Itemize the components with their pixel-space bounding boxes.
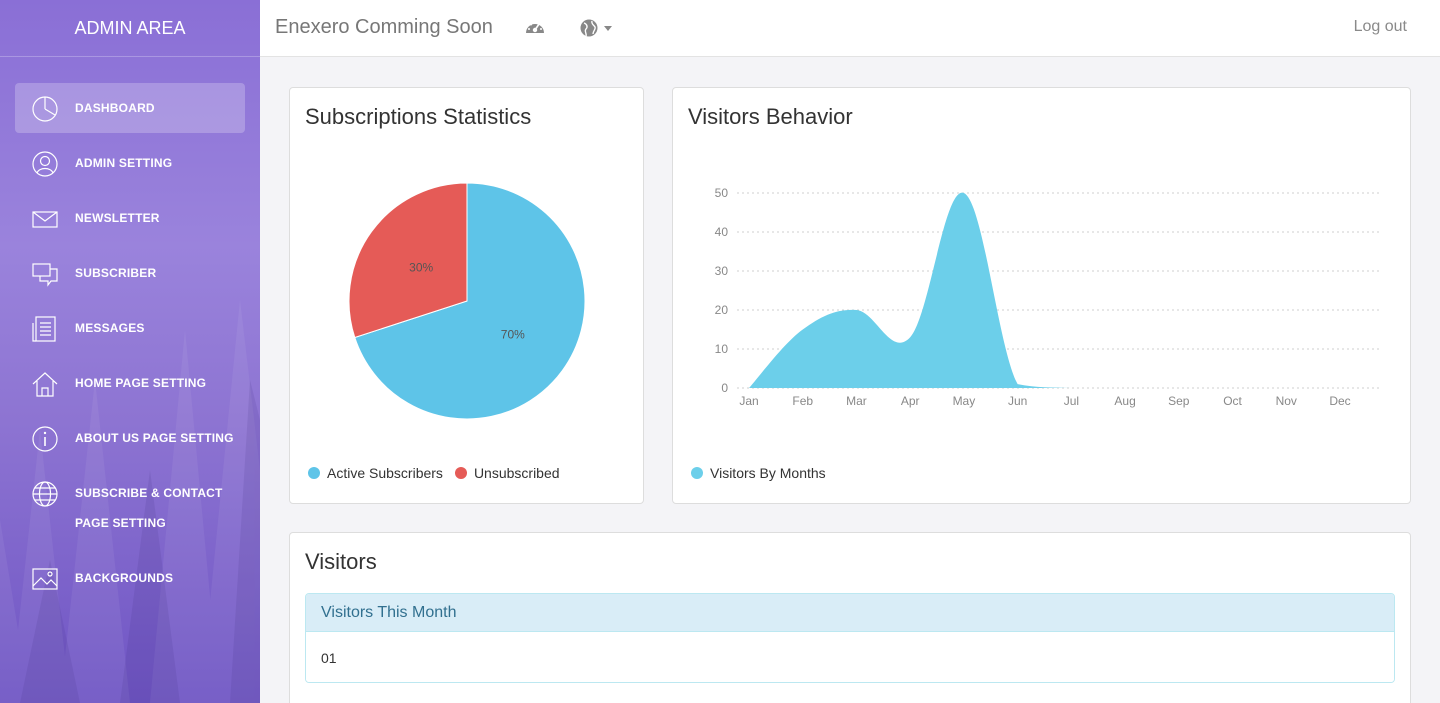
pie-slice-label: 30% [409, 261, 433, 275]
sidebar-item-messages[interactable]: MESSAGES [15, 303, 245, 353]
x-tick-label: Dec [1329, 394, 1350, 408]
x-tick-label: Jun [1008, 394, 1027, 408]
visitors-this-month-panel: Visitors This Month 01 [305, 593, 1395, 683]
sidebar-item-label: BACKGROUNDS [75, 571, 174, 585]
sidebar-item-label: SUBSCRIBE & CONTACT [75, 486, 223, 500]
sidebar-item-label: MESSAGES [75, 321, 145, 335]
legend-dot [691, 467, 703, 479]
area-series-visitors-by-months[interactable] [749, 192, 1340, 388]
pie-legend: Active Subscribers Unsubscribed [308, 465, 572, 481]
sidebar: ADMIN AREA DASHBOARD ADMIN SETTING NEWSL… [0, 0, 260, 703]
legend-label: Unsubscribed [473, 465, 560, 481]
chevron-down-icon[interactable] [604, 26, 612, 31]
sidebar-item-label: DASHBOARD [75, 101, 155, 115]
x-tick-label: Mar [846, 394, 867, 408]
pie-slice-label: 70% [501, 327, 525, 341]
pie-slice-unsubscribed[interactable] [348, 182, 468, 339]
site-title[interactable]: Enexero Comming Soon [275, 16, 493, 38]
chat-bubbles-icon [32, 263, 58, 287]
sidebar-item-label: ADMIN SETTING [75, 156, 173, 170]
home-icon [32, 372, 58, 397]
x-tick-label: May [953, 394, 976, 408]
sidebar-item-subscriber[interactable]: SUBSCRIBER [15, 248, 245, 298]
legend-item-visitors-by-months[interactable]: Visitors By Months [691, 465, 826, 481]
sidebar-item-label: SUBSCRIBER [75, 266, 157, 280]
visitors-behavior-card: Visitors Behavior 0 10 20 30 40 50 Jan Feb Mar Ap… [672, 87, 1411, 504]
card-title: Visitors [305, 549, 377, 574]
sidebar-item-dashboard[interactable]: DASHBOARD [15, 83, 245, 133]
legend-label: Active Subscribers [327, 465, 443, 481]
x-tick-label: Apr [901, 394, 920, 408]
sidebar-item-label: HOME PAGE SETTING [75, 376, 207, 390]
sidebar-item-newsletter[interactable]: NEWSLETTER [15, 193, 245, 243]
legend-dot [454, 467, 467, 479]
pie-slice-active-subscribers[interactable] [354, 182, 586, 420]
area-legend: Visitors By Months [691, 465, 838, 481]
x-tick-label: Feb [792, 394, 813, 408]
card-title: Subscriptions Statistics [305, 104, 532, 129]
document-icon [32, 316, 56, 342]
dashboard-gauge-icon[interactable] [524, 17, 546, 39]
envelope-icon [32, 211, 58, 228]
sidebar-item-label: NEWSLETTER [75, 211, 160, 225]
user-icon [32, 151, 58, 177]
visitors-count-value: 01 [306, 632, 1394, 682]
globe-icon [32, 481, 58, 507]
sidebar-item-admin-setting[interactable]: ADMIN SETTING [15, 138, 245, 188]
info-icon [32, 426, 58, 452]
y-tick-label: 30 [715, 264, 729, 278]
sidebar-item-about-us-page-setting[interactable]: ABOUT US PAGE SETTING [15, 413, 245, 463]
legend-label: Visitors By Months [710, 465, 826, 481]
sidebar-brand[interactable]: ADMIN AREA [0, 0, 260, 57]
globe-icon[interactable] [578, 17, 600, 39]
logout-link[interactable]: Log out [1353, 18, 1407, 35]
subscriptions-pie-chart: 70% 30% [348, 182, 586, 420]
x-tick-label: Jul [1064, 394, 1079, 408]
top-navbar: Enexero Comming Soon Log out [260, 0, 1440, 57]
sidebar-item-label-line2: PAGE SETTING [75, 516, 166, 530]
x-tick-label: Sep [1168, 394, 1190, 408]
x-tick-label: Aug [1114, 394, 1135, 408]
legend-dot [308, 467, 320, 479]
y-tick-label: 40 [715, 225, 729, 239]
sidebar-item-label: ABOUT US PAGE SETTING [75, 431, 234, 445]
image-icon [32, 568, 58, 590]
y-tick-label: 50 [715, 186, 729, 200]
panel-heading: Visitors This Month [306, 594, 1394, 632]
pie-chart-icon [32, 96, 58, 122]
x-tick-label: Nov [1276, 394, 1297, 408]
subscriptions-statistics-card: Subscriptions Statistics 70% 30% Active S… [289, 87, 644, 504]
sidebar-item-home-page-setting[interactable]: HOME PAGE SETTING [15, 358, 245, 408]
visitors-card: Visitors Visitors This Month 01 [289, 532, 1411, 703]
legend-item-unsubscribed[interactable]: Unsubscribed [454, 465, 560, 481]
x-tick-label: Oct [1223, 394, 1242, 408]
card-title: Visitors Behavior [688, 104, 853, 129]
legend-item-active-subscribers[interactable]: Active Subscribers [308, 465, 443, 481]
y-tick-label: 10 [715, 342, 729, 356]
y-tick-label: 0 [721, 381, 728, 395]
sidebar-item-subscribe-contact-page-setting[interactable]: SUBSCRIBE & CONTACT PAGE SETTING [15, 468, 245, 538]
y-tick-label: 20 [715, 303, 729, 317]
forest-background [0, 300, 260, 703]
visitors-area-chart: 0 10 20 30 40 50 Jan Feb Mar Apr May Jun Jul Aug Sep Oc… [715, 186, 1381, 408]
sidebar-item-backgrounds[interactable]: BACKGROUNDS [15, 553, 245, 603]
x-tick-label: Jan [739, 394, 758, 408]
